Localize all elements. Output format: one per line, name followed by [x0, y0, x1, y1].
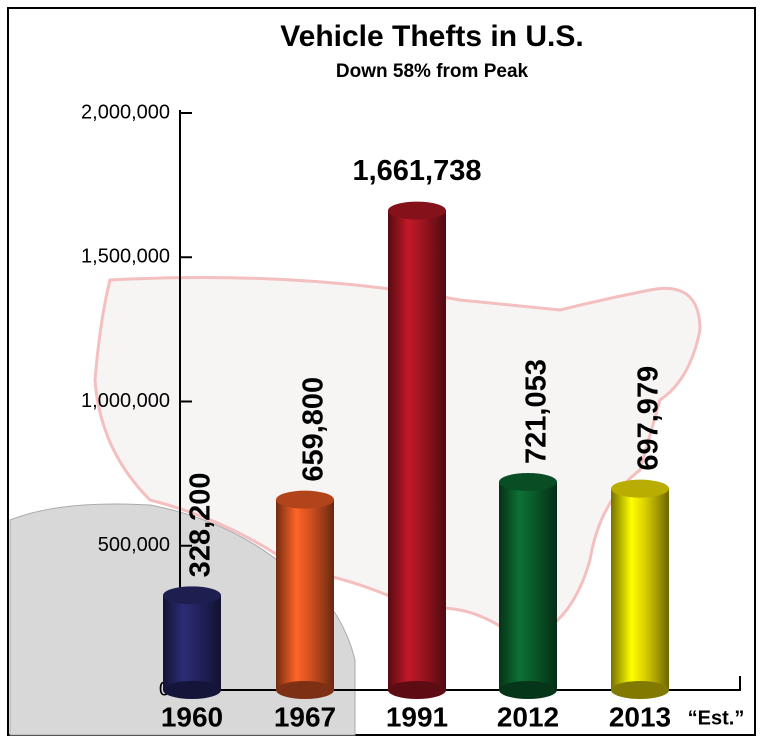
y-tick-label: 2,000,000 — [81, 101, 170, 123]
bar-cap — [388, 202, 446, 220]
bar — [611, 489, 669, 690]
bar-cap — [163, 586, 221, 604]
bar — [499, 482, 557, 690]
bar-base — [163, 681, 221, 699]
bar — [388, 211, 446, 690]
x-tick-label: 1960 — [161, 701, 223, 732]
bar — [163, 595, 221, 690]
value-label: 697,979 — [633, 366, 665, 471]
y-tick-label: 1,500,000 — [81, 246, 170, 268]
value-label: 659,800 — [298, 377, 330, 482]
chart-subtitle: Down 58% from Peak — [336, 61, 529, 82]
value-label: 721,053 — [521, 359, 553, 464]
y-tick-label: 500,000 — [98, 534, 170, 556]
y-tick-label: 1,000,000 — [81, 390, 170, 412]
bar — [276, 500, 334, 690]
bar-cap — [276, 491, 334, 509]
x-tick-label: 2012 — [497, 701, 559, 732]
x-tick-label: 1991 — [386, 701, 448, 732]
bar-base — [276, 681, 334, 699]
x-tick-label: 1967 — [274, 701, 336, 732]
value-label: 328,200 — [185, 472, 217, 577]
bar-cap — [611, 480, 669, 498]
page: {"chart_data": {"type": "bar", "title": … — [0, 0, 765, 746]
chart-title: Vehicle Thefts in U.S. — [280, 20, 583, 53]
value-label: 1,661,738 — [352, 155, 481, 187]
bar-base — [388, 681, 446, 699]
bar-base — [611, 681, 669, 699]
bar-base — [499, 681, 557, 699]
annotation: “Est.” — [688, 707, 745, 729]
chart: Vehicle Thefts in U.S. Down 58% from Pea… — [0, 0, 765, 746]
bar-cap — [499, 473, 557, 491]
x-tick-label: 2013 — [609, 701, 671, 732]
